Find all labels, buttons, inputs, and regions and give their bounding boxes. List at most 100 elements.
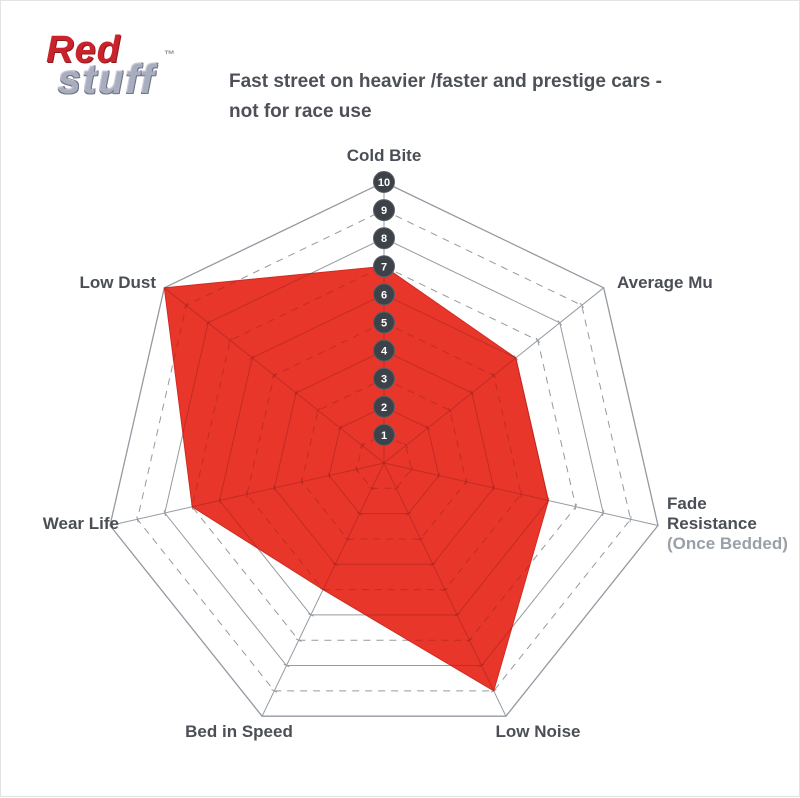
radar-axis-2 [383,462,549,526]
scale-badge-1 [373,423,395,446]
radar-axis-tick [300,478,303,485]
axis-label-low-dust: Low Dust [79,273,157,292]
redstuff-logo: Red stuff ™ [46,31,196,126]
radar-ring-level-9 [164,266,549,691]
radar-axis-tick [469,390,475,396]
radar-axis-tick [271,372,277,379]
radar-axis-tick [519,491,523,498]
radar-axis-tick [315,407,321,414]
radar-axis-tick [478,663,485,668]
radar-axis-tick [465,478,468,485]
scale-badge-9 [373,199,395,222]
radar-axis-6 [164,287,385,464]
scale-badge-label-7: 7 [381,261,387,273]
scale-badge-label-6: 6 [381,289,387,301]
axis-label-fade-line1: Fade [667,494,707,513]
radar-scale-badges: 1 2 3 4 5 6 7 8 9 10 [373,171,395,446]
axis-label-fade-line3: (Once Bedded) [667,534,788,553]
chart-subtitle-line2: not for race use [229,101,372,122]
scale-badge-label-8: 8 [381,233,387,245]
radar-axis-tick [359,442,365,449]
radar-axis-5 [164,462,385,526]
scale-badge-5 [373,311,395,334]
logo-red-text: Red [46,29,121,71]
radar-axis-tick [602,509,605,517]
radar-ring-level-4 [273,350,495,565]
scale-badge-label-9: 9 [381,205,387,217]
radar-axis-tick [491,372,497,379]
radar-axis-tick [295,638,302,642]
radar-axis-tick [393,486,400,491]
scale-badge-3 [373,367,395,390]
radar-axis-tick [356,511,363,516]
radar-axis-tick [206,320,211,326]
scale-badge-6 [373,283,395,306]
scale-badge-7 [373,255,395,278]
radar-axis-tick [437,472,440,479]
scale-badge-label-2: 2 [381,402,387,414]
radar-axis-1 [383,287,549,464]
axis-label-wear-life: Wear Life [42,514,119,533]
radar-axis-tick [283,663,290,668]
scale-badge-label-3: 3 [381,374,387,386]
radar-axis-tick [271,689,278,693]
radar-axis-tick [442,587,448,592]
radar-axis-tick [429,562,436,567]
radar-axis-tick [557,320,562,326]
radar-axis-tick [249,355,255,361]
radar-axis-tick [579,302,584,309]
radar-axis-tick [417,537,424,541]
radar-axis-tick [535,337,541,344]
radar-axis-tick [344,537,351,541]
radar-axis-tick [218,497,221,504]
radar-axis-tick [492,484,495,492]
radar-axis-tick [163,509,166,517]
radar-axis-tick [368,486,375,491]
radar-axis-tick [447,407,453,414]
scale-badge-10 [373,171,395,193]
scale-badge-label-4: 4 [381,346,388,358]
logo-stuff-text: stuff [58,56,157,102]
scale-badge-label-1: 1 [381,430,387,442]
radar-axis-tick [355,466,358,473]
axis-label-average-mu: Average Mu [617,273,713,292]
scale-badge-label-5: 5 [381,318,387,330]
radar-axis-tick [293,390,299,396]
radar-axis-tick [227,337,233,344]
radar-axis-tick [425,425,431,431]
radar-axis-tick [410,466,413,473]
radar-axis-tick [332,562,339,567]
radar-ring-level-2 [328,406,440,515]
radar-axis-tick [328,472,331,479]
radar-axis-tick [405,511,412,516]
radar-axis-tick [403,442,409,449]
scale-badge-label-10: 10 [378,177,390,189]
axis-label-low-noise: Low Noise [495,722,581,741]
radar-ring-level-1 [356,434,412,489]
radar-axis-tick [307,613,314,617]
radar-data-polygon [163,265,549,692]
radar-axis-tick [273,484,276,492]
scale-badge-2 [373,395,395,418]
trademark-symbol: ™ [164,49,175,61]
radar-axis-tick [574,503,577,510]
radar-axis-tick [245,491,249,498]
radar-axis-3 [383,462,507,691]
radar-axis-tick [629,516,632,523]
radar-axis-tick [466,638,473,642]
radar-ring-level-10 [109,181,659,717]
radar-axis-tick [184,302,189,309]
radar-ring-level-7 [191,265,577,641]
axis-label-cold-bite: Cold Bite [346,146,422,165]
radar-axis-tick [337,425,343,431]
axis-label-fade-resistance: Fade Resistance (Once Bedded) [667,494,788,554]
scale-badge-4 [373,339,395,362]
chart-subtitle: Fast street on heavier /faster and prest… [229,67,699,127]
axis-label-fade-line2: Resistance [667,514,757,533]
axis-label-bed-in-speed: Bed in Speed [185,722,293,741]
radar-axis-tick [454,613,461,617]
radar-axis-tick [136,516,139,523]
chart-subtitle-line1: Fast street on heavier /faster and prest… [229,71,662,92]
